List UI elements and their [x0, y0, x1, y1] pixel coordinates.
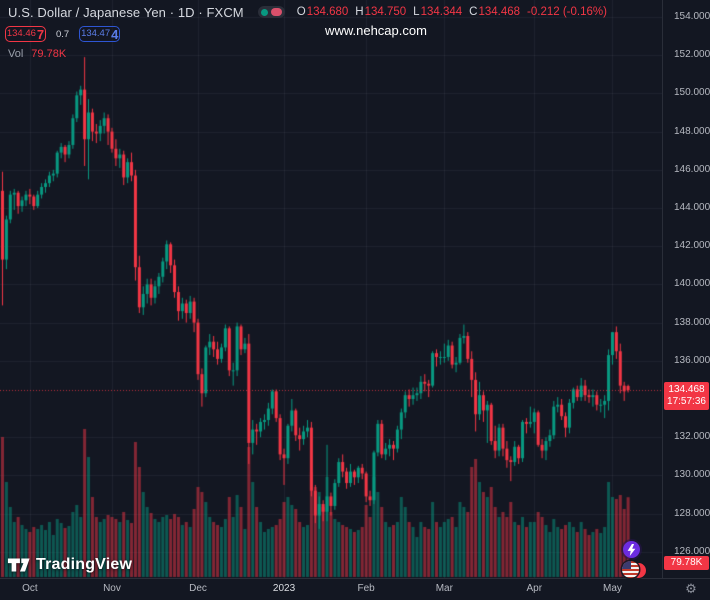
tradingview-mark-icon — [7, 558, 30, 572]
price-tick-label: 148.000 — [674, 125, 710, 137]
sell-price: 134.46 — [6, 28, 36, 40]
time-tick-label: 2023 — [272, 583, 296, 594]
price-tick-label: 132.000 — [674, 431, 710, 443]
ohlc-low-value: 134.344 — [420, 6, 463, 18]
time-tick-label: Oct — [22, 583, 38, 594]
ohlc-high-value: 134.750 — [364, 6, 407, 18]
buy-price: 134.47 — [81, 28, 111, 40]
us-flag-icon — [622, 561, 639, 578]
price-tick-label: 154.000 — [674, 11, 710, 22]
chart-legend: U.S. Dollar / Japanese Yen · 1D · FXCM O… — [5, 4, 607, 60]
market-status-toggle[interactable] — [257, 6, 285, 18]
time-tick-label: Feb — [357, 583, 375, 594]
sell-button[interactable]: 134.46 7 — [5, 26, 46, 42]
time-tick-label: Nov — [103, 583, 121, 594]
price-tick-label: 152.000 — [674, 49, 710, 61]
price-tick-label: 142.000 — [674, 240, 710, 252]
volume-value: 79.78K — [31, 48, 67, 60]
tradingview-logo[interactable]: TradingView — [7, 556, 132, 574]
sell-price-last-digit: 7 — [36, 26, 45, 42]
price-axis[interactable]: 134.468 17:57:36 79.78K 154.000 152.000 15… — [662, 0, 710, 578]
price-tick-label: 136.000 — [674, 354, 710, 366]
ohlc-high-label: H — [355, 6, 364, 18]
ohlc-close-label: C — [469, 6, 478, 18]
price-tick-label: 144.000 — [674, 202, 710, 213]
last-price-value: 134.468 — [668, 384, 705, 396]
price-tick-label: 128.000 — [674, 507, 710, 519]
price-tick-label: 126.000 — [674, 545, 710, 557]
tradingview-logo-text: TradingView — [36, 556, 133, 573]
bid-ask-row: 134.46 7 0.7 134.47 4 — [5, 26, 607, 42]
last-price-label: 134.468 17:57:36 — [664, 382, 709, 411]
watermark: www.nehcap.com — [325, 23, 427, 38]
price-tick-label: 140.000 — [674, 278, 710, 290]
price-tick-label: 138.000 — [674, 316, 710, 328]
volume-label: Vol — [8, 48, 24, 60]
spread-value: 0.7 — [56, 28, 70, 40]
market-open-dot-icon — [260, 8, 268, 16]
volume-axis-badge: 79.78K — [664, 556, 709, 570]
ohlc-values: O 134.680 H 134.750 L 134.344 C 134.468 -0.2… — [297, 6, 607, 18]
buy-button[interactable]: 134.47 4 — [79, 26, 121, 42]
price-change-value: -0.212 (-0.16%) — [527, 6, 607, 18]
price-tick-label: 146.000 — [674, 163, 710, 175]
ohlc-open-label: O — [296, 6, 306, 18]
time-tick-label: Mar — [435, 583, 453, 594]
ohlc-low-label: L — [413, 6, 420, 18]
symbol-title[interactable]: U.S. Dollar / Japanese Yen · 1D · FXCM — [8, 4, 244, 20]
bar-countdown-timer: 17:57:36 — [667, 396, 706, 408]
buy-price-last-digit: 4 — [111, 26, 119, 42]
time-tick-label: May — [603, 583, 622, 594]
data-mode-pill-icon — [271, 8, 283, 16]
ohlc-open-value: 134.680 — [306, 6, 349, 18]
legend-title-row: U.S. Dollar / Japanese Yen · 1D · FXCM O… — [8, 4, 607, 20]
time-axis[interactable]: ⚙ Oct Nov Dec 2023 Feb Mar Apr May — [0, 578, 710, 600]
event-lightning-badge[interactable] — [623, 541, 640, 558]
ohlc-close-value: 134.468 — [478, 6, 521, 18]
volume-indicator-row: Vol 79.78K — [8, 48, 607, 60]
time-tick-label: Apr — [526, 583, 543, 594]
price-tick-label: 150.000 — [674, 87, 710, 99]
price-tick-label: 130.000 — [674, 469, 710, 481]
time-tick-label: Dec — [189, 583, 207, 594]
lightning-icon — [627, 543, 636, 556]
us-flag-event-badge[interactable] — [622, 561, 648, 579]
settings-gear-icon[interactable]: ⚙ — [685, 582, 697, 597]
